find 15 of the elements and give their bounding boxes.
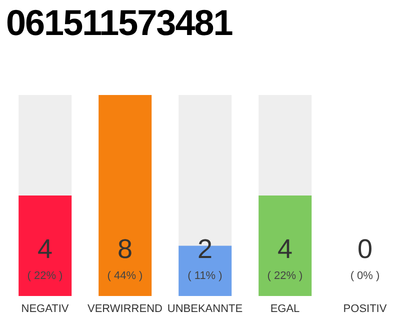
- annotation: ( 0% ): [349, 270, 381, 283]
- annotation: ( 22% ): [26, 270, 64, 283]
- x-tick-label: NEGATIV: [21, 302, 70, 315]
- annotation: ( 22% ): [266, 270, 304, 283]
- chart-title: 061511573481: [6, 2, 232, 44]
- data-label: 8: [116, 234, 134, 264]
- annotation: ( 44% ): [106, 270, 144, 283]
- x-tick-label: VERWIRREND: [88, 302, 163, 315]
- x-tick-label: UNBEKANNTE: [167, 302, 243, 315]
- annotation: ( 11% ): [186, 270, 224, 283]
- x-tick-label: EGAL: [270, 302, 300, 315]
- data-label: 4: [276, 234, 294, 264]
- data-label: 4: [36, 234, 54, 264]
- data-label: 0: [356, 234, 374, 264]
- x-tick-label: POSITIV: [343, 302, 388, 315]
